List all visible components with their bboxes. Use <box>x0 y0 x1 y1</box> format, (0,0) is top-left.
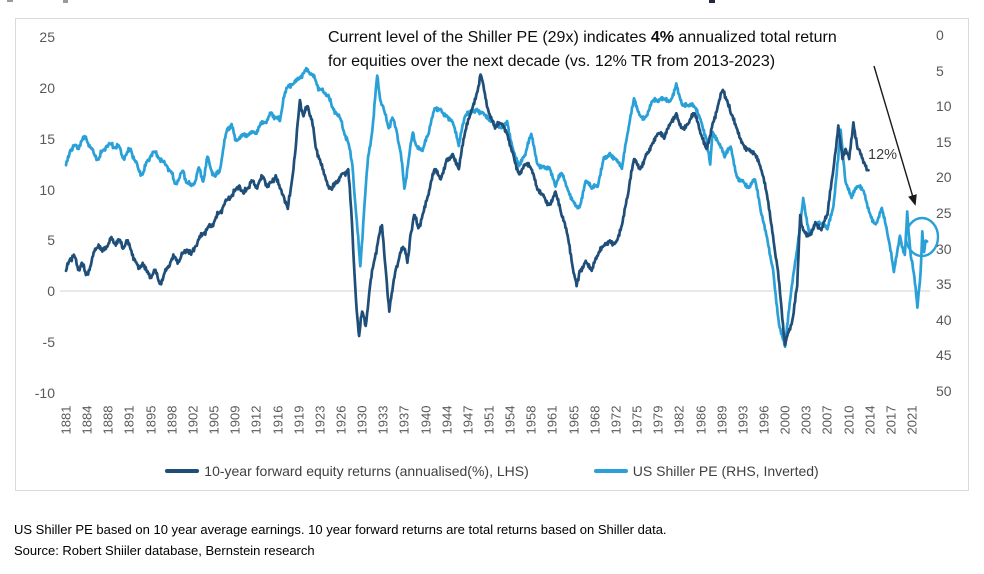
x-axis-year-label: 1898 <box>164 405 180 435</box>
x-axis-year-label: 1989 <box>714 405 730 435</box>
left-axis-tick: 15 <box>39 130 55 147</box>
cropped-title-fragment <box>709 0 715 3</box>
cropped-title-fragment <box>63 0 68 3</box>
right-axis-tick: 50 <box>936 382 952 399</box>
annotation-line-2: for equities over the next decade (vs. 1… <box>328 53 776 70</box>
x-axis-year-label: 1993 <box>735 405 751 435</box>
annotation-bold-value: 4% <box>650 29 674 46</box>
x-axis-year-label: 2003 <box>798 405 814 435</box>
x-axis-year-label: 2007 <box>819 405 835 435</box>
x-axis-year-label: 2000 <box>777 405 793 435</box>
left-axis-tick: 5 <box>47 232 55 249</box>
footnote-text: US Shiller PE based on 10 year average e… <box>14 522 667 537</box>
right-axis-tick: 35 <box>936 276 952 293</box>
forward-return-callout-label: 12% <box>868 147 898 163</box>
x-axis-year-label: 1944 <box>439 405 455 435</box>
x-axis-year-label: 1909 <box>227 405 243 435</box>
x-axis-year-label: 1902 <box>185 405 201 435</box>
x-axis-year-label: 1996 <box>756 405 772 435</box>
right-axis-tick: 45 <box>936 347 952 364</box>
x-axis-year-label: 1972 <box>608 405 624 435</box>
left-axis-tick: 10 <box>39 181 55 198</box>
left-axis-tick: -10 <box>34 384 55 401</box>
x-axis-year-label: 1891 <box>121 405 137 435</box>
right-axis-tick: 30 <box>936 240 952 257</box>
left-axis-tick: 0 <box>47 283 55 300</box>
left-axis-tick: 25 <box>39 29 55 45</box>
right-axis-tick: 10 <box>936 98 952 115</box>
x-axis-year-label: 1926 <box>333 405 349 435</box>
legend-line-swatch <box>593 469 628 473</box>
right-axis-tick: 15 <box>936 133 952 150</box>
right-axis-tick: 25 <box>936 204 952 221</box>
x-axis-year-label: 2010 <box>841 405 857 435</box>
right-axis-tick: 20 <box>936 169 952 186</box>
x-axis-year-label: 1930 <box>354 405 370 435</box>
right-axis-tick: 5 <box>936 62 944 79</box>
chart-annotation: Current level of the Shiller PE (29x) in… <box>328 26 837 74</box>
shiller-pe-line <box>64 66 929 349</box>
right-axis-tick: 0 <box>936 27 944 43</box>
x-axis-year-label: 1912 <box>248 405 264 435</box>
x-axis-year-label: 1958 <box>523 405 539 435</box>
cropped-title-fragment <box>7 0 13 2</box>
chart-legend: 10-year forward equity returns (annualis… <box>15 458 969 484</box>
x-axis-year-label: 2017 <box>883 405 899 435</box>
legend-item: 10-year forward equity returns (annualis… <box>165 463 529 479</box>
x-axis-year-label: 1979 <box>650 405 666 435</box>
x-axis-year-label: 1965 <box>566 405 582 435</box>
x-axis-year-label: 1975 <box>629 405 645 435</box>
x-axis-year-label: 1919 <box>291 405 307 435</box>
x-axis-year-label: 1951 <box>481 405 497 435</box>
chart-footnotes: US Shiller PE based on 10 year average e… <box>14 519 667 561</box>
left-axis-tick: 20 <box>39 79 55 96</box>
legend-label: 10-year forward equity returns (annualis… <box>204 463 529 479</box>
x-axis-year-label: 1881 <box>58 405 74 435</box>
forward-returns-line <box>64 73 870 347</box>
x-axis-year-label: 2021 <box>904 405 920 435</box>
x-axis-year-label: 1895 <box>143 405 159 435</box>
x-axis-year-label: 1986 <box>693 405 708 435</box>
x-axis-year-label: 1947 <box>460 405 476 435</box>
right-axis-tick: 40 <box>936 311 952 328</box>
x-axis-year-label: 1937 <box>396 405 412 435</box>
annotation-arrow <box>873 65 917 206</box>
x-axis-year-label: 1916 <box>270 405 285 435</box>
legend-label: US Shiller PE (RHS, Inverted) <box>632 463 819 479</box>
x-axis-year-label: 1923 <box>312 405 328 435</box>
x-axis-year-label: 1888 <box>100 405 116 435</box>
x-axis-year-label: 1940 <box>418 405 434 435</box>
x-axis-year-label: 1968 <box>587 405 603 435</box>
x-axis-year-label: 1961 <box>544 405 560 435</box>
x-axis-year-label: 1954 <box>502 405 518 435</box>
x-axis-year-label: 1933 <box>375 405 391 435</box>
highlight-circle <box>904 216 940 258</box>
x-axis-year-label: 1982 <box>671 405 687 435</box>
left-axis-tick: -5 <box>42 334 55 351</box>
x-axis-year-label: 2014 <box>862 405 878 435</box>
x-axis-year-label: 1905 <box>206 405 222 435</box>
legend-line-swatch <box>165 469 200 473</box>
source-text: Source: Robert Shiiler database, Bernste… <box>14 543 315 558</box>
legend-item: US Shiller PE (RHS, Inverted) <box>593 463 819 479</box>
x-axis-year-label: 1884 <box>79 405 95 435</box>
annotation-line-1: Current level of the Shiller PE (29x) in… <box>328 29 837 46</box>
